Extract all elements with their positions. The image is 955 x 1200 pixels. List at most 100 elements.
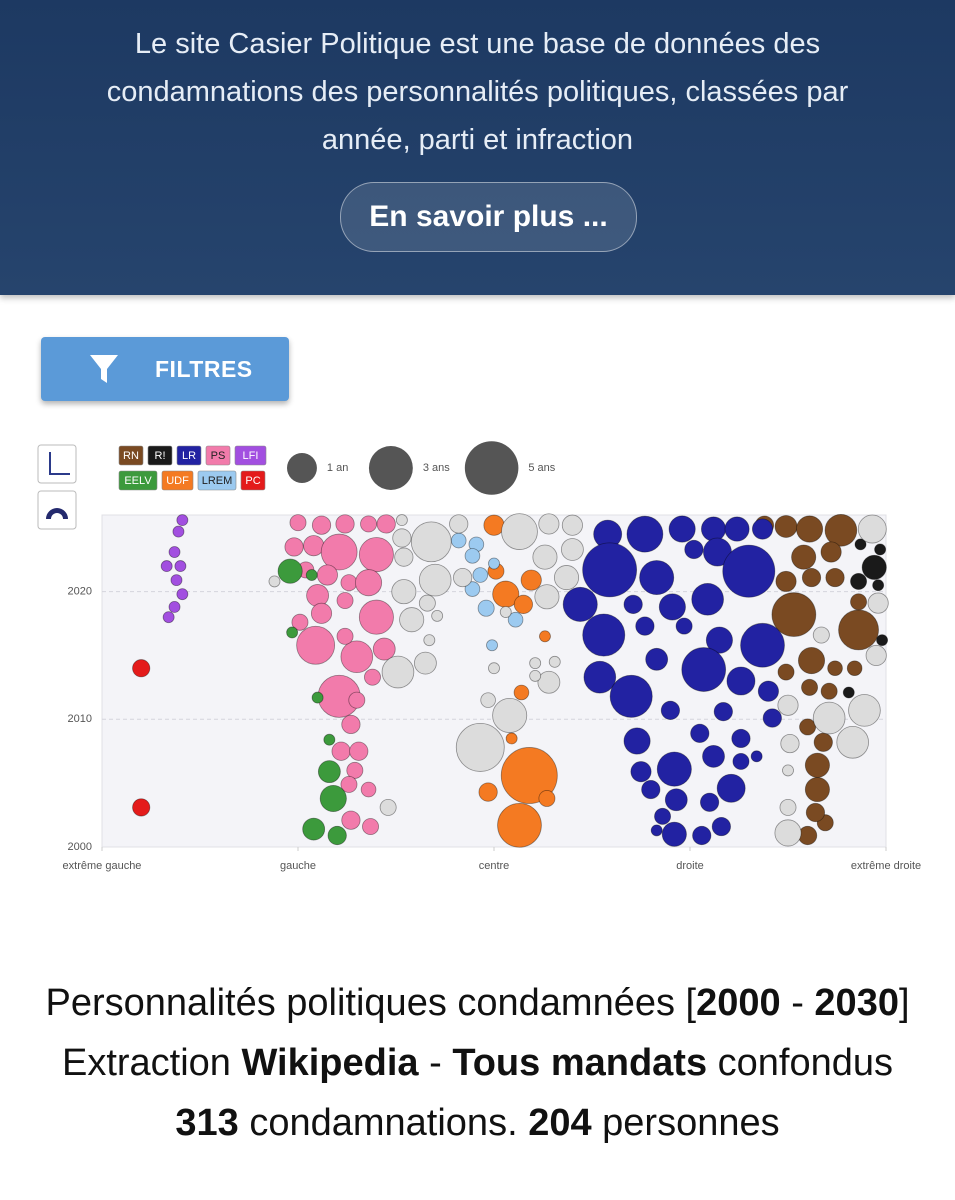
y-tick-label: 2010 <box>68 713 92 725</box>
legend-label: LFI <box>243 450 259 462</box>
bubble <box>675 617 693 635</box>
bubble <box>289 514 307 532</box>
filters-label: FILTRES <box>155 356 253 382</box>
bubble <box>327 825 347 846</box>
bubble <box>464 548 481 564</box>
bubble <box>348 691 366 709</box>
footer-text: Wikipedia <box>241 1042 419 1084</box>
bubble <box>777 663 795 681</box>
y-tick-label: 2000 <box>68 841 92 853</box>
bubble <box>534 584 560 610</box>
filter-icon <box>90 355 118 383</box>
bubble <box>286 626 299 639</box>
bubble <box>410 521 452 563</box>
footer-text: 2000 <box>696 982 781 1024</box>
bubble <box>305 569 318 581</box>
bubble <box>751 518 774 540</box>
bubble <box>478 782 498 802</box>
bubble <box>713 702 733 722</box>
bubble <box>472 567 489 583</box>
bubble <box>561 538 584 561</box>
bubble <box>336 592 354 610</box>
bubble <box>277 558 303 584</box>
bubble <box>362 818 379 836</box>
bubble <box>780 733 800 754</box>
bubble <box>791 544 817 570</box>
bubble <box>799 718 817 736</box>
bubble <box>692 825 712 846</box>
legend-label: LR <box>182 450 196 462</box>
bubble <box>654 807 672 825</box>
bubble <box>798 647 826 675</box>
bubble <box>520 569 542 591</box>
bubble <box>609 674 653 718</box>
bubble <box>724 516 750 542</box>
legend-swatch <box>240 470 266 491</box>
footer-text: ] <box>898 982 910 1024</box>
filters-button[interactable]: FILTRES <box>41 337 289 401</box>
bubble <box>453 567 473 588</box>
bubble <box>705 626 733 654</box>
bubble <box>740 622 785 668</box>
bubble <box>650 824 663 837</box>
bubble <box>176 514 189 527</box>
bubble <box>381 655 415 689</box>
bubble <box>732 752 750 770</box>
bubble <box>658 593 686 621</box>
footer-line: 313 condamnations. 204 personnes <box>0 1098 955 1148</box>
bubble <box>132 659 151 678</box>
axis-view-toggle[interactable] <box>37 444 77 484</box>
bubble <box>464 581 481 597</box>
bubble <box>392 528 412 548</box>
bubble <box>311 691 324 704</box>
legend-label: UDF <box>166 475 189 487</box>
bubble <box>820 682 838 700</box>
bubble <box>160 560 173 573</box>
bubble <box>838 609 879 651</box>
bubble <box>477 599 495 617</box>
legend-label: LREM <box>202 475 233 487</box>
bubble <box>660 700 680 720</box>
bubble <box>716 773 746 803</box>
bubble <box>645 647 669 671</box>
footer-text: Personnalités politiques condamnées [ <box>45 982 697 1024</box>
bubble <box>513 594 533 614</box>
bubble <box>796 515 824 543</box>
bubble <box>777 694 799 716</box>
x-tick-label: centre <box>479 860 510 872</box>
more-button[interactable]: En savoir plus ... <box>340 182 637 252</box>
bubble <box>656 751 692 787</box>
header-text: année, parti et infraction <box>321 124 634 156</box>
bubble <box>296 625 336 665</box>
bubble <box>850 572 868 590</box>
legend-swatch <box>118 470 158 491</box>
bubble <box>824 514 858 547</box>
footer-line: Personnalités politiques condamnées [200… <box>0 978 955 1028</box>
bubble <box>306 584 330 607</box>
bubble <box>418 563 452 597</box>
bubble <box>750 750 763 763</box>
bubble <box>582 542 638 598</box>
bubble <box>623 594 643 614</box>
bubble <box>848 694 881 727</box>
bubble <box>641 779 661 800</box>
bubble <box>700 792 720 812</box>
bubble <box>310 602 333 624</box>
footer-text: 2030 <box>814 982 899 1024</box>
bubble <box>548 655 561 668</box>
bubble <box>431 609 444 622</box>
bubble <box>358 599 394 635</box>
bubble <box>172 525 185 538</box>
header: Le site Casier Politique est une base de… <box>0 0 955 295</box>
bubble <box>537 670 561 694</box>
bubble <box>774 515 798 538</box>
footer-line: Extraction Wikipedia - Tous mandats conf… <box>0 1038 955 1088</box>
bubble <box>700 516 727 542</box>
bubble <box>726 666 756 696</box>
bubble <box>355 569 383 597</box>
legend-swatch <box>197 470 237 491</box>
header-text: condamnations des personnalités politiqu… <box>106 76 849 108</box>
bubble <box>268 575 281 588</box>
bubble <box>480 692 496 708</box>
